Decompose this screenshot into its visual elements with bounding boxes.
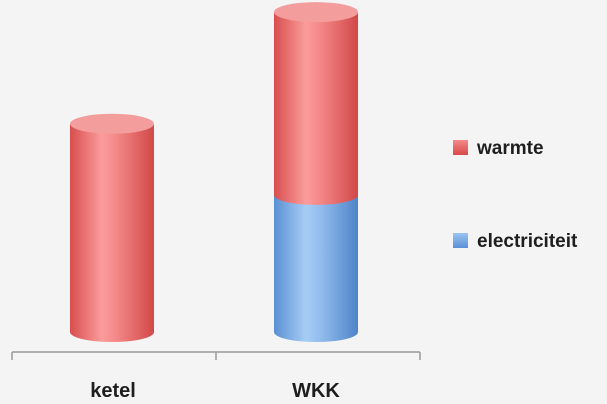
x-axis: ketel WKK	[11, 351, 421, 402]
bar-wkk-electriciteit	[274, 194, 358, 342]
bars-group	[70, 2, 358, 342]
x-tick-label-wkk: WKK	[292, 380, 340, 402]
bar-wkk-warmte	[274, 12, 358, 205]
bar-ketel-warmte	[70, 123, 154, 342]
legend-label-warmte: warmte	[476, 138, 544, 159]
legend-label-electriciteit: electriciteit	[477, 231, 578, 252]
legend: warmte electriciteit	[453, 138, 578, 252]
bar-cap-wkk	[274, 2, 358, 23]
legend-swatch-electriciteit	[453, 233, 468, 248]
legend-item-electriciteit: electriciteit	[453, 231, 578, 252]
bar-cap-ketel	[70, 113, 154, 134]
x-tick-label-ketel: ketel	[90, 380, 136, 402]
legend-swatch-warmte	[453, 140, 468, 155]
legend-item-warmte: warmte	[453, 138, 544, 159]
